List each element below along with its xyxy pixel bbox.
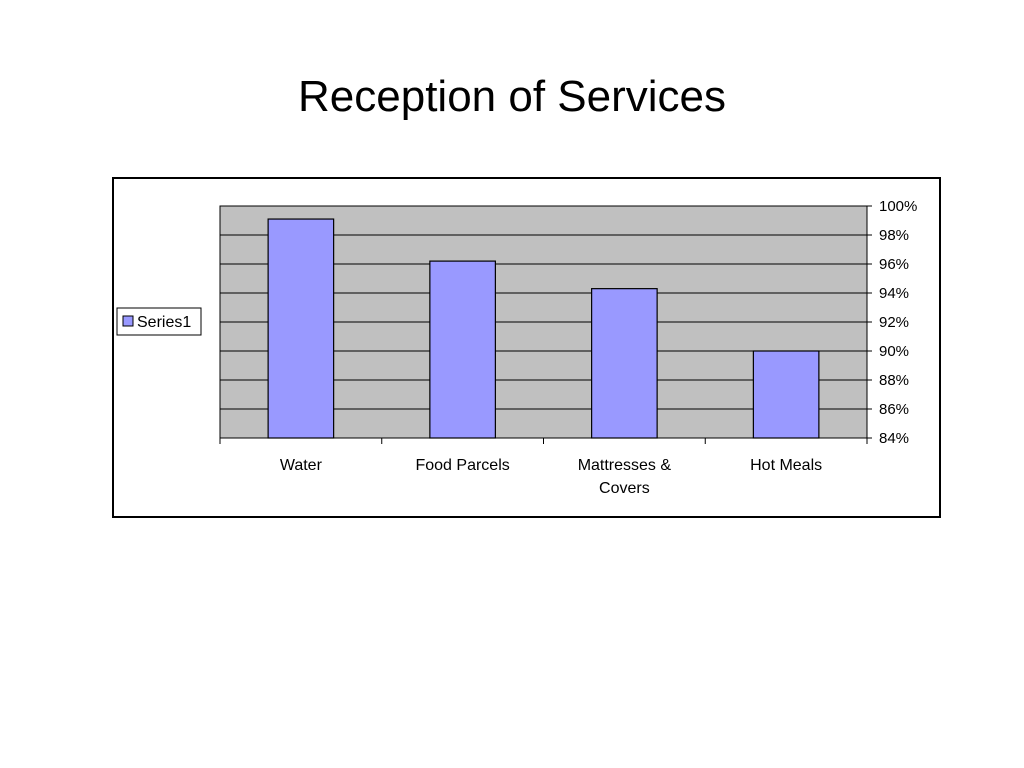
bars — [267, 218, 820, 439]
y-tick-label: 88% — [879, 372, 909, 389]
y-tick-label: 90% — [879, 343, 909, 360]
x-tick-label: Water — [280, 457, 323, 474]
bar-hot-meals — [752, 350, 820, 439]
y-axis-tick-labels: 84% 86% 88% 90% 92% 94% 96% 98% 100% — [879, 198, 917, 447]
bar-mattresses-covers — [591, 288, 658, 439]
y-tick-label: 94% — [879, 285, 909, 302]
legend: Series1 — [116, 307, 202, 336]
x-tick-label: Food Parcels — [415, 457, 509, 474]
bar-food-parcels — [429, 260, 496, 439]
x-tick-label: Mattresses & Covers — [578, 457, 672, 497]
y-tick-label: 100% — [879, 198, 917, 215]
x-tick-label: Hot Meals — [750, 457, 822, 474]
y-tick-label: 98% — [879, 227, 909, 244]
y-tick-label: 92% — [879, 314, 909, 331]
bar-water — [267, 218, 335, 439]
y-tick-label: 84% — [879, 430, 909, 447]
legend-label: Series1 — [137, 314, 191, 331]
legend-swatch — [122, 315, 134, 327]
axes — [219, 205, 872, 444]
y-tick-label: 86% — [879, 401, 909, 418]
slide-title: Reception of Services — [298, 72, 726, 121]
x-axis-tick-labels: Water Food Parcels Mattresses & Covers Hot M… — [280, 457, 822, 497]
y-tick-label: 96% — [879, 256, 909, 273]
